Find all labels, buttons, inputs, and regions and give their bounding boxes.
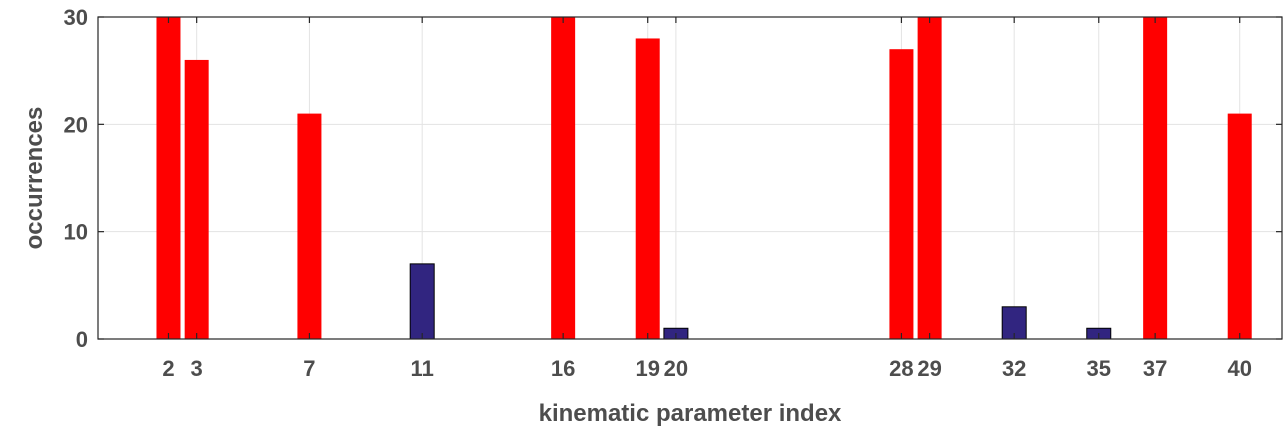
x-tick-label: 2 [162,356,174,381]
x-tick-label: 11 [411,356,434,381]
bars [156,17,1252,340]
bar-16 [551,17,576,339]
bar-3 [184,59,209,339]
y-tick-label: 30 [64,5,88,30]
x-tick-label: 28 [889,356,913,381]
x-tick-label: 40 [1227,356,1251,381]
x-tick-labels: 2 3 7 11 16 19 20 28 29 32 35 37 40 [162,356,1252,381]
x-tick-label: 3 [191,356,203,381]
bar-2 [156,17,181,339]
x-tick-label: 32 [1002,356,1026,381]
y-axis-title: occurrences [21,107,48,250]
bar-40 [1227,113,1252,339]
bar-28 [889,49,914,339]
x-tick-label: 16 [551,356,575,381]
tick-marks [98,16,1282,340]
x-tick-label: 29 [917,356,941,381]
grid [98,16,1282,340]
bar-7 [297,113,322,339]
x-tick-label: 7 [303,356,315,381]
y-tick-labels: 0 10 20 30 [64,5,88,352]
x-tick-label: 37 [1143,356,1167,381]
x-tick-label: 20 [664,356,688,381]
x-axis-title: kinematic parameter index [539,400,842,427]
y-tick-label: 10 [64,220,88,245]
plot-frame [97,16,1283,340]
y-tick-label: 0 [76,327,88,352]
bar-11 [409,263,435,340]
y-tick-label: 20 [64,112,88,137]
x-tick-label: 35 [1087,356,1111,381]
bar-29 [917,17,942,339]
bar-37 [1143,17,1168,339]
bar-19 [635,38,660,339]
x-tick-label: 19 [635,356,659,381]
